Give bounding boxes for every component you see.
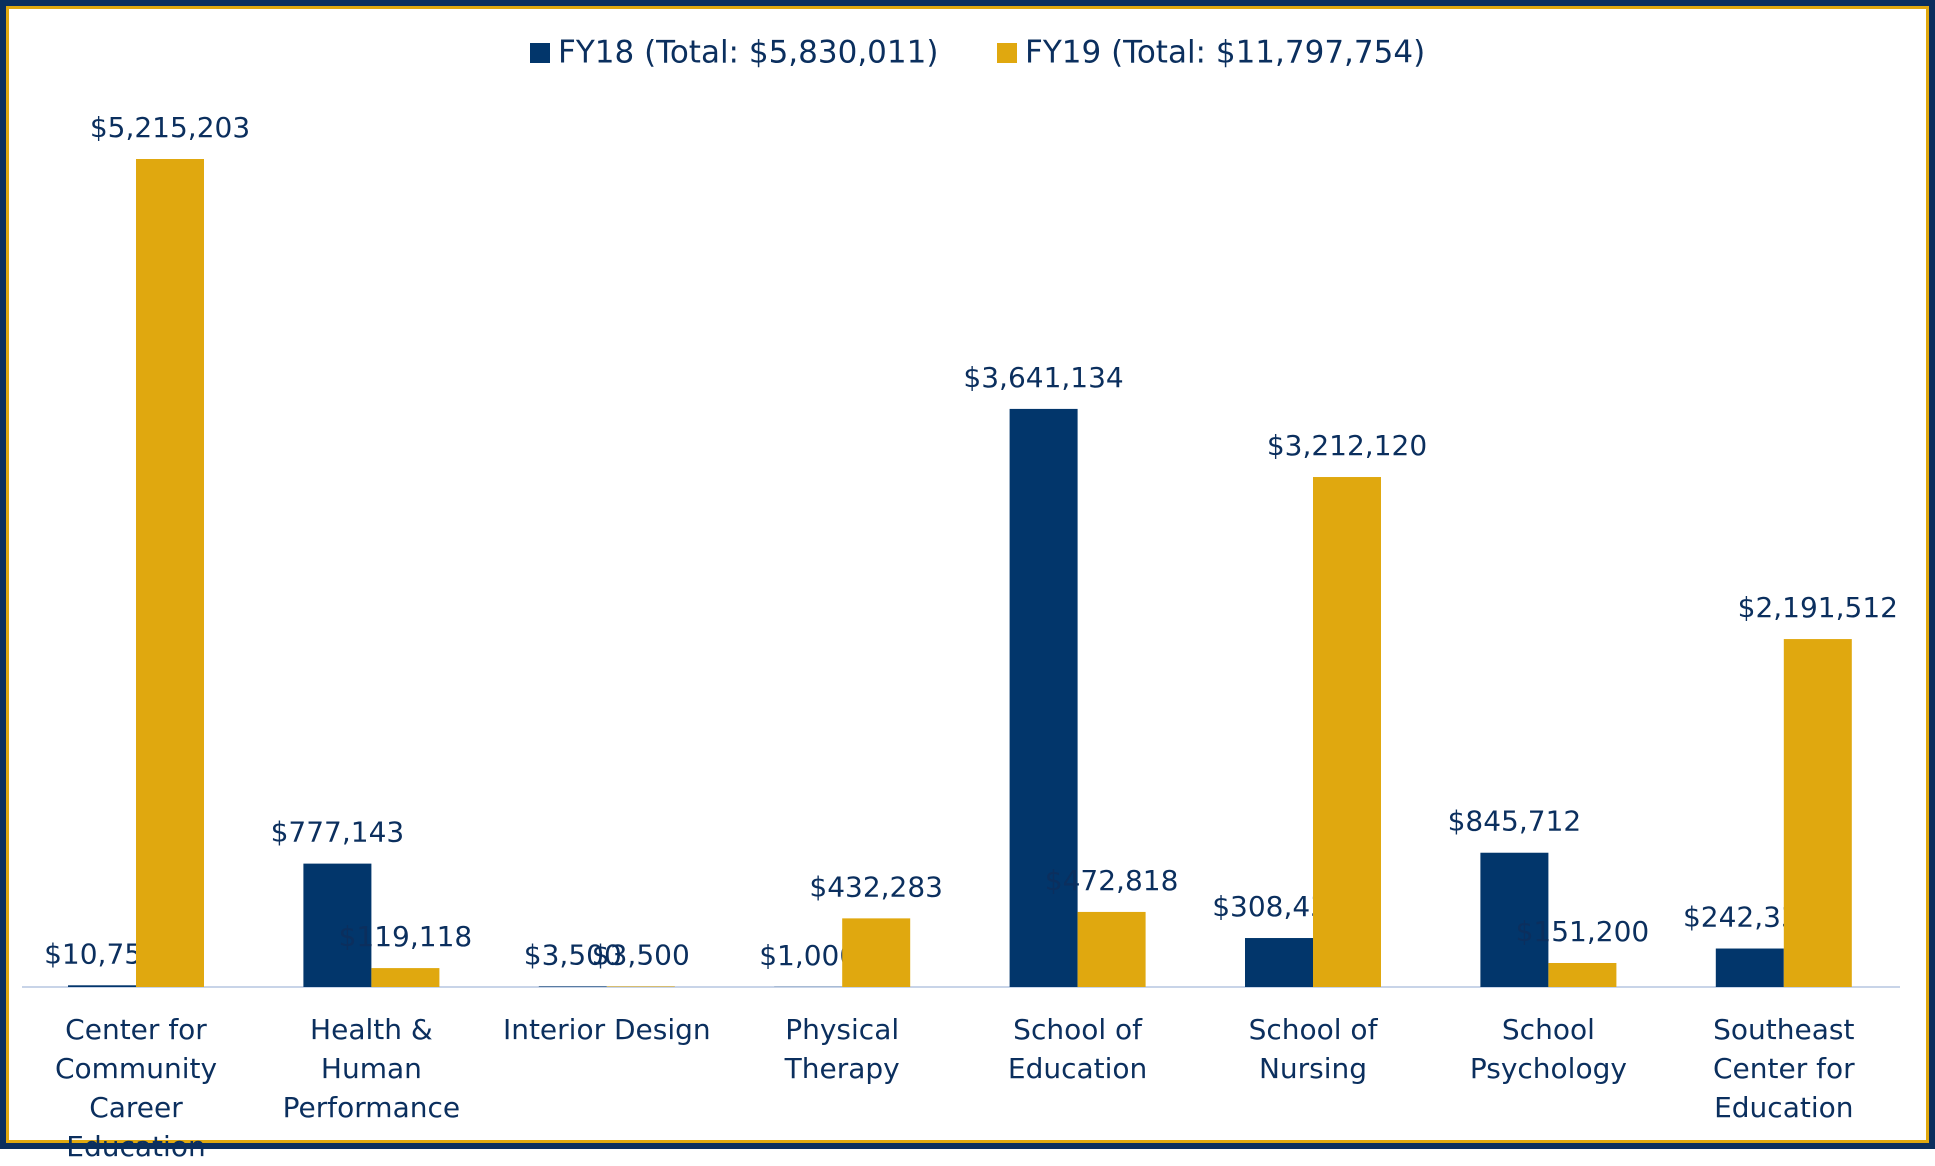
data-label: $472,818 (1045, 864, 1179, 897)
x-tick-label: Center for Community Career Education (21, 1010, 251, 1166)
data-label: $151,200 (1516, 915, 1650, 948)
data-label: $3,500 (592, 938, 690, 971)
bar (68, 985, 136, 987)
data-label: $777,143 (271, 816, 405, 849)
legend-label: FY19 (Total: $11,797,754) (1025, 35, 1425, 71)
x-tick-label: School Psychology (1433, 1010, 1663, 1088)
bar (842, 918, 910, 987)
data-label: $5,215,203 (90, 111, 250, 144)
legend-swatch (530, 43, 550, 63)
bar (1313, 477, 1381, 987)
x-tick-label: Health & Human Performance (256, 1010, 486, 1127)
legend-label: FY18 (Total: $5,830,011) (558, 35, 938, 71)
data-label: $3,641,134 (963, 361, 1123, 394)
data-label: $845,712 (1448, 805, 1582, 838)
x-tick-label: Southeast Center for Education (1669, 1010, 1899, 1127)
x-tick-label: School of Education (963, 1010, 1193, 1088)
bar (1784, 639, 1852, 987)
legend-swatch (997, 43, 1017, 63)
data-label: $119,118 (339, 920, 473, 953)
data-label: $2,191,512 (1738, 591, 1898, 624)
x-tick-label: Physical Therapy (727, 1010, 957, 1088)
x-tick-label: Interior Design (492, 1010, 722, 1049)
bar (607, 986, 675, 987)
x-tick-label: School of Nursing (1198, 1010, 1428, 1088)
bar (1716, 949, 1784, 987)
bar (1245, 938, 1313, 987)
data-label: $432,283 (809, 870, 943, 903)
bar (1078, 912, 1146, 987)
bar (539, 986, 607, 987)
data-label: $3,212,120 (1267, 429, 1427, 462)
bar (136, 159, 204, 987)
bar (1010, 409, 1078, 987)
bar (1548, 963, 1616, 987)
bar (371, 968, 439, 987)
